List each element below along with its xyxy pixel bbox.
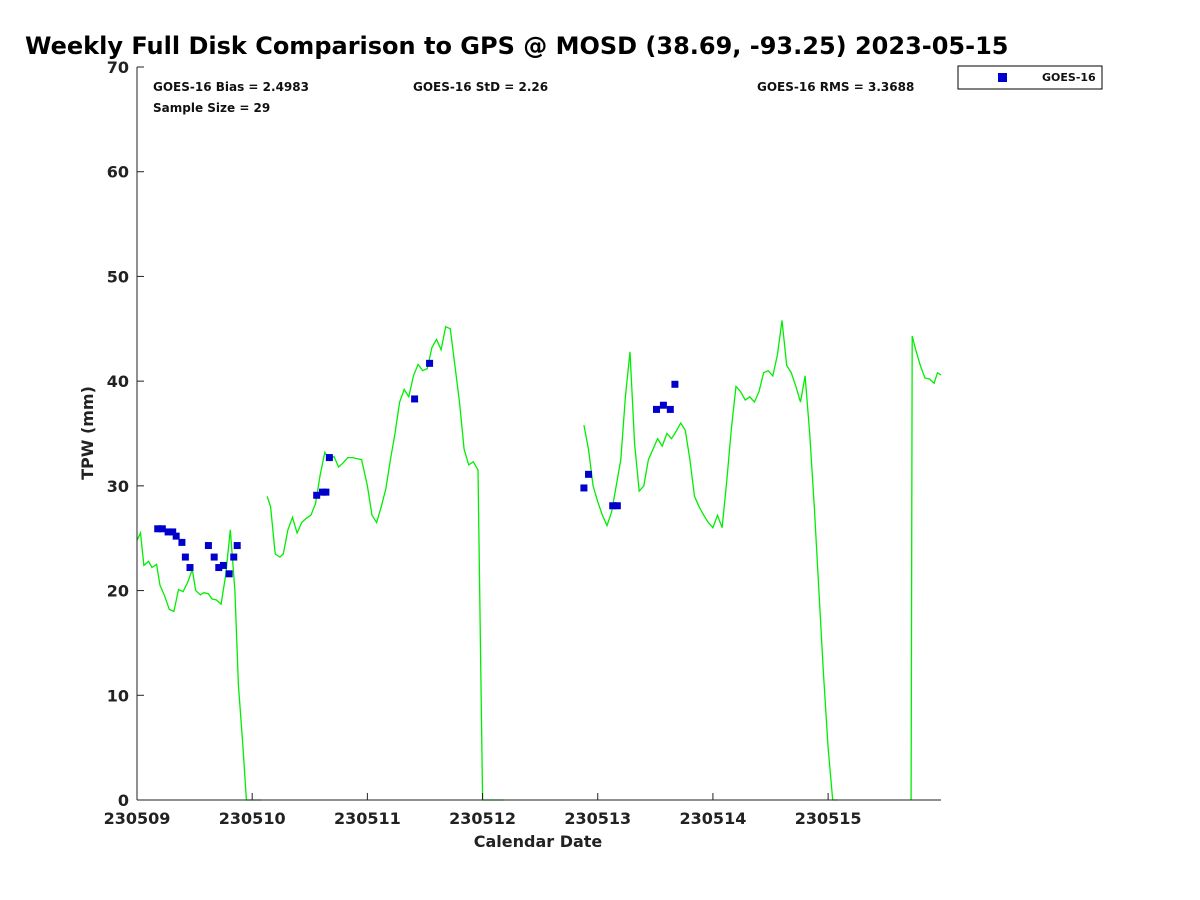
axes bbox=[136, 67, 941, 801]
goes16-series bbox=[154, 359, 679, 578]
y-tick-label: 0 bbox=[118, 791, 129, 810]
x-tick-label: 230514 bbox=[680, 809, 747, 828]
x-tick-label: 230511 bbox=[334, 809, 401, 828]
x-axis-ticks: 230509 230510 230511 230512 230513 230514 2305… bbox=[104, 793, 862, 828]
goes16-point bbox=[322, 488, 330, 496]
legend-box bbox=[957, 65, 1103, 90]
goes16-point bbox=[671, 380, 679, 388]
std-stat: GOES-16 StD = 2.26 bbox=[413, 80, 548, 94]
y-axis-label: TPW (mm) bbox=[78, 386, 97, 480]
goes16-point bbox=[313, 491, 321, 499]
goes16-point bbox=[652, 405, 660, 413]
y-tick-label: 60 bbox=[107, 163, 129, 182]
goes16-point bbox=[219, 561, 227, 569]
x-tick-label: 230510 bbox=[219, 809, 286, 828]
y-tick-label: 10 bbox=[107, 686, 129, 705]
x-tick-label: 230509 bbox=[104, 809, 171, 828]
goes16-point bbox=[325, 454, 333, 462]
gps-line-segment bbox=[266, 325, 505, 801]
x-tick-label: 230515 bbox=[795, 809, 862, 828]
x-tick-label: 230513 bbox=[564, 809, 631, 828]
goes16-point bbox=[613, 502, 621, 510]
goes16-point bbox=[204, 542, 212, 550]
gps-line-segment bbox=[583, 320, 838, 801]
goes16-point bbox=[158, 525, 166, 533]
goes16-point bbox=[181, 553, 189, 561]
legend-marker-goes16 bbox=[998, 73, 1007, 82]
gps-series bbox=[136, 320, 942, 801]
plot-area: 230509 230510 230511 230512 230513 230514 2305… bbox=[104, 58, 942, 828]
y-axis-ticks: 0 10 20 30 40 50 60 70 bbox=[107, 58, 144, 810]
gps-line-segment bbox=[910, 335, 942, 801]
goes16-point bbox=[233, 542, 241, 550]
goes16-point bbox=[178, 538, 186, 546]
goes16-point bbox=[609, 502, 617, 510]
goes16-point bbox=[154, 525, 162, 533]
goes16-point bbox=[164, 528, 172, 536]
x-tick-label: 230512 bbox=[449, 809, 516, 828]
legend-label-goes16: GOES-16 bbox=[1042, 71, 1096, 84]
bias-stat: GOES-16 Bias = 2.4983 bbox=[153, 80, 309, 94]
chart-title: Weekly Full Disk Comparison to GPS @ MOS… bbox=[25, 32, 1008, 60]
y-tick-label: 20 bbox=[107, 582, 129, 601]
goes16-point bbox=[585, 470, 593, 478]
y-tick-label: 70 bbox=[107, 58, 129, 77]
gps-line-segment bbox=[136, 529, 262, 801]
goes16-point bbox=[169, 528, 177, 536]
y-tick-label: 50 bbox=[107, 267, 129, 286]
sample-size-stat: Sample Size = 29 bbox=[153, 101, 270, 115]
rms-stat: GOES-16 RMS = 3.3688 bbox=[757, 80, 914, 94]
goes16-point bbox=[186, 564, 194, 572]
goes16-point bbox=[225, 570, 233, 578]
goes16-point bbox=[666, 405, 674, 413]
y-tick-label: 40 bbox=[107, 372, 129, 391]
legend: GOES-16 bbox=[957, 65, 1103, 90]
goes16-point bbox=[215, 564, 223, 572]
goes16-point bbox=[580, 484, 588, 492]
goes16-point bbox=[411, 395, 419, 403]
goes16-point bbox=[426, 359, 434, 367]
x-axis-label: Calendar Date bbox=[474, 832, 603, 851]
goes16-point bbox=[172, 532, 180, 540]
goes16-point bbox=[659, 401, 667, 409]
goes16-point bbox=[230, 553, 238, 561]
goes16-point bbox=[210, 553, 218, 561]
y-tick-label: 30 bbox=[107, 477, 129, 496]
